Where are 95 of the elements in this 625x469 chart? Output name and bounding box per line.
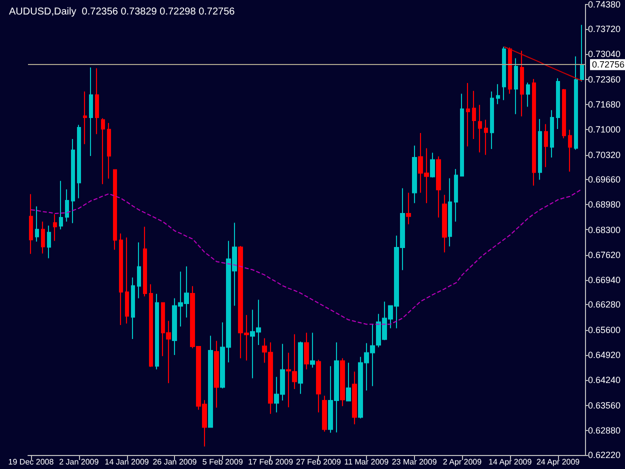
candlestick xyxy=(304,332,309,370)
x-tick-label: 11 Mar 2009 xyxy=(344,458,390,466)
y-tick-label: 0.63560 xyxy=(588,400,621,410)
candlestick xyxy=(580,24,584,82)
candlestick xyxy=(412,145,417,204)
y-tick-label: 0.64240 xyxy=(588,375,621,386)
x-tick-label: 27 Feb 2009 xyxy=(296,458,342,466)
candlestick xyxy=(143,226,147,297)
x-tick-label: 19 Dec 2008 xyxy=(8,458,54,466)
candlestick xyxy=(107,122,111,180)
candlestick xyxy=(490,91,494,150)
candlestick xyxy=(484,119,488,156)
candlestick xyxy=(574,56,578,150)
candlestick xyxy=(149,284,153,368)
candlestick xyxy=(214,340,219,408)
x-tick-label: 17 Feb 2009 xyxy=(248,458,294,466)
candlestick xyxy=(113,169,117,250)
candlestick xyxy=(544,124,548,168)
y-tick-label: 0.64920 xyxy=(588,350,621,360)
x-tick-label: 14 Apr 2009 xyxy=(488,458,532,466)
candlestick xyxy=(514,58,518,115)
y-tick-label: 0.73720 xyxy=(588,24,621,34)
candlestick xyxy=(460,93,464,177)
candlestick xyxy=(89,66,93,157)
candlestick xyxy=(208,335,213,428)
y-tick-label: 0.69660 xyxy=(588,174,621,184)
x-tick-label: 26 Jan 2009 xyxy=(152,458,198,466)
y-tick-label: 0.74380 xyxy=(588,0,621,10)
candlestick xyxy=(472,90,476,140)
candlestick xyxy=(496,84,500,105)
y-tick-label: 0.67620 xyxy=(588,250,621,260)
candlestick xyxy=(568,129,572,172)
candlestick xyxy=(316,359,321,413)
candlestick xyxy=(562,88,566,139)
candlestick xyxy=(65,188,69,222)
x-tick-label: 24 Apr 2009 xyxy=(536,458,580,466)
candlestick xyxy=(550,110,554,158)
chart-title: AUDUSD,Daily 0.72356 0.73829 0.72298 0.72756 xyxy=(9,6,236,18)
line-series xyxy=(504,46,583,82)
candlestick xyxy=(310,332,315,368)
candlestick xyxy=(406,192,411,225)
candlestick xyxy=(532,78,536,186)
candlestick xyxy=(346,362,351,402)
candlestick xyxy=(155,293,159,370)
x-tick-label: 2 Apr 2009 xyxy=(442,458,482,466)
candlestick xyxy=(556,78,560,130)
y-tick-label: 0.71680 xyxy=(588,100,621,110)
candlestick xyxy=(41,221,45,254)
candlestick xyxy=(538,118,542,180)
x-tick-label: 5 Feb 2009 xyxy=(202,458,244,466)
x-tick-label: 2 Jan 2009 xyxy=(59,458,100,466)
candlestick xyxy=(466,82,470,147)
candlestick xyxy=(478,104,482,153)
candlestick xyxy=(77,124,81,199)
candlestick xyxy=(29,194,33,254)
candlestick xyxy=(119,232,123,326)
y-tick-label: 0.62880 xyxy=(588,426,621,436)
y-tick-label: 0.68300 xyxy=(588,224,621,235)
candlestick xyxy=(47,225,51,259)
candlestick xyxy=(101,118,105,185)
y-tick-label: 0.66940 xyxy=(588,275,621,286)
candlestick xyxy=(137,242,141,299)
candlestick xyxy=(436,156,441,218)
candlestick xyxy=(35,206,39,242)
y-tick-label: 0.73040 xyxy=(588,49,621,60)
candlestick xyxy=(71,138,75,224)
y-tick-label: 0.71000 xyxy=(588,124,621,135)
ref-line-label: 0.72756 xyxy=(592,60,625,70)
candlestick xyxy=(322,395,327,432)
candlestick xyxy=(53,214,57,242)
candlestick xyxy=(352,371,357,425)
line-series xyxy=(30,188,583,325)
candlestick xyxy=(131,277,135,340)
y-tick-label: 0.66280 xyxy=(588,300,621,310)
candlestick xyxy=(502,46,506,101)
candlestick xyxy=(59,180,63,230)
y-tick-label: 0.72360 xyxy=(588,74,621,84)
candlestick xyxy=(454,168,458,222)
candlestick xyxy=(95,68,99,135)
candlestick xyxy=(520,50,524,117)
candlestick xyxy=(125,237,129,324)
x-tick-label: 14 Jan 2009 xyxy=(104,458,150,466)
candlestick xyxy=(442,194,447,253)
candlestick xyxy=(83,91,87,145)
y-tick-label: 0.70320 xyxy=(588,150,621,160)
y-tick-label: 0.62220 xyxy=(588,450,621,460)
y-tick-label: 0.65600 xyxy=(588,324,621,335)
candlestick xyxy=(526,82,530,108)
y-tick-label: 0.68980 xyxy=(588,200,621,210)
x-tick-label: 23 Mar 2009 xyxy=(392,458,438,466)
candlestick xyxy=(508,46,512,94)
candlestick xyxy=(340,358,345,407)
candlestick xyxy=(298,341,303,394)
candlestick xyxy=(448,178,452,247)
candlestick xyxy=(430,152,435,178)
